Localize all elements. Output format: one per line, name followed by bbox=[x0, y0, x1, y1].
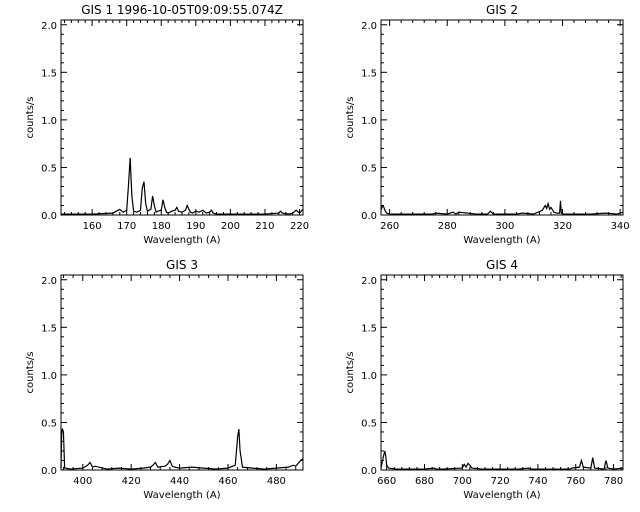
x-axis-label: Wavelength (A) bbox=[463, 490, 540, 501]
y-tick-label: 1.5 bbox=[361, 68, 377, 79]
y-axis-label: counts/s bbox=[345, 351, 356, 393]
y-tick-label: 1.0 bbox=[41, 116, 57, 127]
y-tick-label: 2.0 bbox=[41, 21, 57, 32]
x-axis-label: Wavelength (A) bbox=[463, 235, 540, 246]
y-tick-label: 0.0 bbox=[361, 211, 377, 222]
x-tick-label: 160 bbox=[83, 221, 102, 232]
x-tick-label: 400 bbox=[73, 476, 92, 487]
y-tick-label: 0.5 bbox=[41, 418, 57, 429]
x-tick-label: 220 bbox=[290, 221, 309, 232]
x-tick-label: 420 bbox=[122, 476, 141, 487]
x-tick-label: 260 bbox=[380, 221, 399, 232]
spectrum-line bbox=[380, 200, 624, 215]
x-axis-label: Wavelength (A) bbox=[143, 235, 220, 246]
x-tick-label: 340 bbox=[611, 221, 630, 232]
y-tick-label: 1.5 bbox=[41, 68, 57, 79]
spectrum-line bbox=[380, 450, 624, 470]
x-axis-label: Wavelength (A) bbox=[143, 490, 220, 501]
y-tick-label: 0.0 bbox=[41, 211, 57, 222]
x-tick-label: 780 bbox=[604, 476, 623, 487]
x-tick-label: 680 bbox=[415, 476, 434, 487]
y-tick-label: 1.0 bbox=[41, 371, 57, 382]
y-tick-label: 1.0 bbox=[361, 371, 377, 382]
y-tick-label: 0.0 bbox=[361, 466, 377, 477]
x-tick-label: 190 bbox=[186, 221, 205, 232]
y-axis-label: counts/s bbox=[25, 96, 36, 138]
plot-frame bbox=[380, 19, 624, 216]
plot-frame bbox=[60, 19, 304, 216]
spectrum-line bbox=[60, 427, 304, 470]
y-tick-label: 0.0 bbox=[41, 466, 57, 477]
x-tick-label: 280 bbox=[438, 221, 457, 232]
y-tick-label: 0.5 bbox=[41, 163, 57, 174]
y-axis-label: counts/s bbox=[345, 96, 356, 138]
x-tick-label: 300 bbox=[495, 221, 514, 232]
plot-frame bbox=[60, 274, 304, 471]
chart-panel: GIS 4 660 680 700 720 740 760 780 0.0 0.5 1.0 1.5 2.… bbox=[345, 258, 624, 501]
y-tick-label: 0.5 bbox=[361, 418, 377, 429]
x-tick-label: 210 bbox=[255, 221, 274, 232]
x-tick-label: 700 bbox=[453, 476, 472, 487]
y-tick-label: 1.0 bbox=[361, 116, 377, 127]
x-tick-label: 170 bbox=[117, 221, 136, 232]
x-tick-label: 480 bbox=[267, 476, 286, 487]
x-tick-label: 180 bbox=[152, 221, 171, 232]
chart-panel: GIS 1 1996-10-05T09:09:55.074Z 160 170 180 1… bbox=[25, 3, 309, 246]
chart-title: GIS 4 bbox=[486, 258, 518, 272]
x-tick-label: 720 bbox=[491, 476, 510, 487]
chart-title: GIS 1 1996-10-05T09:09:55.074Z bbox=[81, 3, 283, 17]
y-tick-label: 0.5 bbox=[361, 163, 377, 174]
y-tick-label: 1.5 bbox=[361, 323, 377, 334]
y-tick-label: 2.0 bbox=[361, 21, 377, 32]
x-tick-label: 760 bbox=[566, 476, 585, 487]
y-tick-label: 2.0 bbox=[361, 276, 377, 287]
x-tick-label: 320 bbox=[553, 221, 572, 232]
y-tick-label: 2.0 bbox=[41, 276, 57, 287]
x-tick-label: 460 bbox=[218, 476, 237, 487]
y-axis-label: counts/s bbox=[25, 351, 36, 393]
spectrum-line bbox=[61, 157, 304, 215]
plot-frame bbox=[380, 274, 624, 471]
x-tick-label: 660 bbox=[377, 476, 396, 487]
x-tick-label: 440 bbox=[170, 476, 189, 487]
chart-title: GIS 2 bbox=[486, 3, 518, 17]
chart-panel: GIS 2 260 280 300 320 340 0.0 0.5 1.0 1.5 2.0 Wavel… bbox=[345, 3, 630, 246]
chart-panel: GIS 3 400 420 440 460 480 0.0 0.5 1.0 1.5 2.0 Wavel… bbox=[25, 258, 304, 501]
x-tick-label: 740 bbox=[528, 476, 547, 487]
x-tick-label: 200 bbox=[221, 221, 240, 232]
y-tick-label: 1.5 bbox=[41, 323, 57, 334]
chart-title: GIS 3 bbox=[166, 258, 198, 272]
